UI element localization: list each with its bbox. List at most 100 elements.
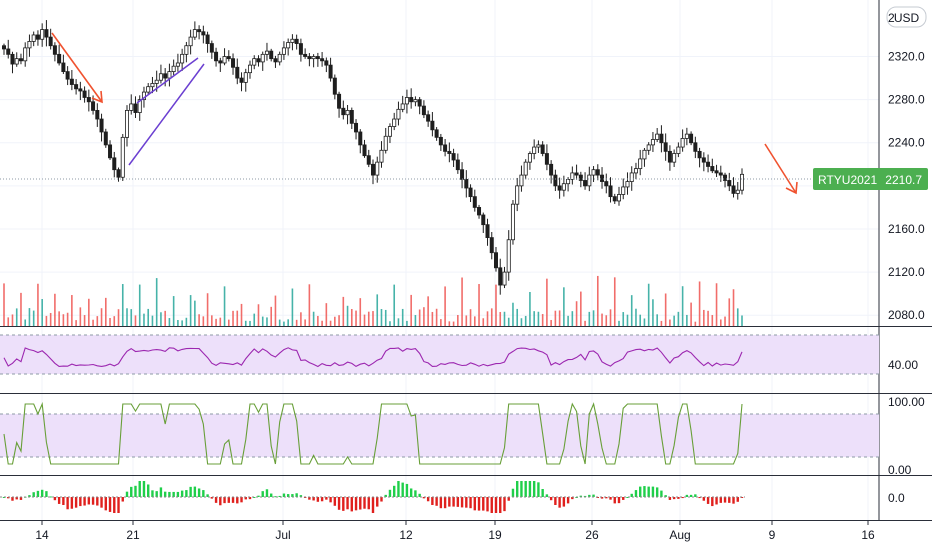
candle-body[interactable] [269, 50, 274, 60]
candle-body[interactable] [112, 157, 117, 171]
drawing-annotations[interactable] [51, 32, 798, 195]
candle-body[interactable] [256, 58, 261, 63]
candle-body[interactable] [86, 97, 91, 103]
candle-body[interactable] [735, 189, 740, 194]
candle-body[interactable] [477, 207, 482, 216]
candle-body[interactable] [2, 45, 7, 50]
candle-body[interactable] [638, 158, 643, 170]
candle-body[interactable] [523, 161, 528, 176]
candle-body[interactable] [192, 29, 197, 38]
candle-body[interactable] [320, 58, 325, 62]
candle-body[interactable] [693, 142, 698, 152]
candle-body[interactable] [341, 107, 346, 116]
candle-body[interactable] [133, 103, 138, 113]
candle-body[interactable] [328, 64, 333, 79]
candle-body[interactable] [489, 237, 494, 254]
candle-body[interactable] [400, 103, 405, 110]
candle-body[interactable] [443, 144, 448, 152]
candle-body[interactable] [116, 169, 121, 178]
candle-body[interactable] [146, 86, 151, 93]
candle-body[interactable] [294, 38, 299, 44]
candle-body[interactable] [10, 53, 15, 65]
candle-body[interactable] [129, 103, 134, 111]
candle-body[interactable] [281, 47, 286, 55]
candle-body[interactable] [672, 153, 677, 163]
candle-body[interactable] [180, 53, 185, 64]
candle-body[interactable] [591, 169, 596, 176]
candle-body[interactable] [74, 84, 79, 90]
candle-body[interactable] [307, 56, 312, 60]
candle-body[interactable] [468, 187, 473, 198]
candle-body[interactable] [171, 65, 176, 72]
trend-channel-lower[interactable] [128, 63, 205, 166]
candle-body[interactable] [706, 161, 711, 167]
candle-body[interactable] [226, 56, 231, 60]
candle-body[interactable] [659, 133, 664, 144]
candle-body[interactable] [65, 71, 70, 80]
candle-body[interactable] [82, 90, 87, 98]
candle-body[interactable] [57, 53, 62, 64]
candle-body[interactable] [239, 77, 244, 83]
candle-body[interactable] [527, 153, 532, 163]
candle-body[interactable] [235, 66, 240, 79]
candle-body[interactable] [231, 58, 236, 68]
candle-body[interactable] [663, 142, 668, 152]
candle-body[interactable] [515, 185, 520, 205]
candle-body[interactable] [91, 101, 96, 111]
candle-body[interactable] [625, 181, 630, 188]
candle-body[interactable] [358, 131, 363, 146]
candle-body[interactable] [99, 118, 104, 133]
candle-body[interactable] [650, 139, 655, 146]
candle-body[interactable] [642, 149, 647, 160]
candle-body[interactable] [617, 194, 622, 202]
candle-body[interactable] [676, 146, 681, 154]
candle-body[interactable] [78, 88, 83, 92]
candle-body[interactable] [710, 166, 715, 172]
candle-body[interactable] [532, 146, 537, 154]
candle-body[interactable] [137, 99, 142, 113]
candle-body[interactable] [69, 78, 74, 85]
candle-body[interactable] [723, 174, 728, 181]
candle-body[interactable] [27, 41, 32, 49]
currency-badge[interactable]: USD [886, 6, 927, 28]
candle-body[interactable] [472, 196, 477, 208]
candle-body[interactable] [578, 174, 583, 181]
candle-body[interactable] [163, 73, 168, 79]
candle-body[interactable] [345, 110, 350, 116]
candle-body[interactable] [184, 45, 189, 55]
candle-body[interactable] [731, 185, 736, 194]
candle-body[interactable] [434, 129, 439, 138]
candle-body[interactable] [621, 186, 626, 195]
candlestick-series[interactable] [2, 20, 745, 295]
candle-body[interactable] [150, 83, 155, 88]
candle-body[interactable] [544, 153, 549, 165]
histogram-pane[interactable]: 0.0 [0, 481, 905, 513]
candle-body[interactable] [718, 172, 723, 176]
candle-body[interactable] [426, 114, 431, 122]
price-axis[interactable] [879, 0, 932, 550]
candle-body[interactable] [379, 149, 384, 163]
candle-body[interactable] [574, 172, 579, 176]
candle-body[interactable] [455, 159, 460, 171]
rsi-line[interactable] [3, 347, 743, 368]
trend-channel-upper[interactable] [136, 57, 199, 104]
candle-body[interactable] [311, 56, 316, 60]
candle-body[interactable] [510, 203, 515, 241]
candle-body[interactable] [303, 53, 308, 57]
candle-body[interactable] [561, 183, 566, 191]
candle-body[interactable] [633, 168, 638, 174]
candle-body[interactable] [375, 161, 380, 176]
candle-body[interactable] [608, 185, 613, 198]
candle-body[interactable] [277, 53, 282, 63]
candle-body[interactable] [600, 174, 605, 182]
candle-body[interactable] [481, 214, 486, 226]
candle-body[interactable] [31, 34, 36, 42]
candle-body[interactable] [383, 135, 388, 151]
candle-body[interactable] [218, 60, 223, 64]
candle-body[interactable] [23, 47, 28, 62]
candle-body[interactable] [337, 93, 342, 109]
candle-body[interactable] [108, 144, 113, 159]
candle-body[interactable] [612, 196, 617, 202]
candle-body[interactable] [629, 172, 634, 182]
